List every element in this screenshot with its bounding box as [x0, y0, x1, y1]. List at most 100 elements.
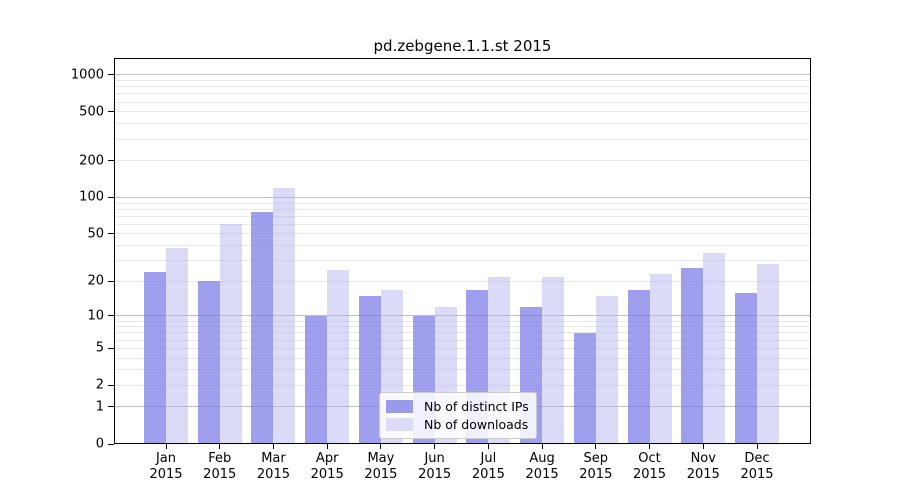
minor-gridline [115, 332, 810, 334]
x-tick-label-oct: Oct 2015 [632, 451, 667, 482]
x-tick-mark [541, 444, 543, 449]
minor-gridline [115, 86, 810, 88]
y-tick-mark [108, 196, 114, 198]
bar-distinct-ips-mar [251, 211, 274, 444]
y-tick-label: 20 [87, 273, 104, 289]
bar-downloads-jan [166, 248, 188, 444]
legend-swatch-downloads [386, 418, 413, 431]
x-tick-label-jul: Jul 2015 [471, 451, 505, 482]
minor-gridline [115, 245, 810, 247]
bar-distinct-ips-oct [627, 289, 650, 444]
x-tick-label-feb: Feb 2015 [203, 451, 237, 482]
bar-downloads-sep [595, 295, 618, 444]
minor-gridline [115, 233, 810, 235]
y-tick-mark [108, 315, 114, 317]
x-tick-mark [165, 444, 167, 449]
y-tick-mark [108, 111, 114, 113]
x-tick-label-jan: Jan 2015 [149, 451, 183, 482]
minor-gridline [115, 280, 810, 282]
x-tick-mark [380, 444, 382, 449]
x-tick-mark [702, 444, 704, 449]
y-tick-label: 500 [79, 104, 104, 120]
y-tick-label: 50 [87, 226, 104, 242]
chart-title: pd.zebgene.1.1.st 2015 [373, 37, 552, 55]
bar-distinct-ips-may [358, 295, 381, 444]
minor-gridline [115, 101, 810, 103]
x-tick-mark [326, 444, 328, 449]
bar-distinct-ips-dec [735, 292, 757, 444]
minor-gridline [115, 369, 810, 371]
minor-gridline [115, 123, 810, 125]
bar-distinct-ips-sep [573, 332, 596, 444]
minor-gridline [115, 111, 810, 113]
y-tick-label: 0 [95, 436, 104, 452]
x-tick-label-nov: Nov 2015 [686, 451, 720, 482]
y-tick-label: 1 [95, 399, 104, 415]
y-tick-mark [108, 406, 114, 408]
minor-gridline [115, 93, 810, 95]
x-tick-mark [649, 444, 651, 449]
x-tick-label-jun: Jun 2015 [418, 451, 452, 482]
bar-distinct-ips-nov [681, 267, 704, 444]
x-tick-mark [595, 444, 597, 449]
x-tick-label-may: May 2015 [364, 451, 398, 482]
legend: Nb of distinct IPs Nb of downloads [379, 392, 537, 439]
y-tick-mark [108, 347, 114, 349]
y-tick-mark [108, 233, 114, 235]
y-tick-mark [108, 443, 114, 445]
bar-downloads-dec [757, 264, 779, 444]
bar-downloads-feb [219, 223, 242, 444]
x-tick-label-apr: Apr 2015 [310, 451, 344, 482]
minor-gridline [115, 339, 810, 341]
x-tick-label-dec: Dec 2015 [740, 451, 774, 482]
minor-gridline [115, 357, 810, 359]
minor-gridline [115, 80, 810, 82]
bar-downloads-oct [649, 274, 672, 444]
minor-gridline [115, 384, 810, 386]
x-tick-mark [272, 444, 274, 449]
y-tick-label: 100 [79, 189, 104, 205]
minor-gridline [115, 260, 810, 262]
bar-downloads-mar [273, 187, 296, 444]
bar-distinct-ips-jan [144, 272, 166, 444]
bar-downloads-aug [542, 276, 565, 444]
major-gridline [115, 74, 810, 76]
legend-item-downloads: Nb of downloads [386, 416, 529, 433]
minor-gridline [115, 138, 810, 140]
x-tick-mark [219, 444, 221, 449]
major-gridline [115, 196, 810, 198]
minor-gridline [115, 326, 810, 328]
y-tick-label: 2 [95, 377, 104, 393]
bar-downloads-apr [327, 269, 350, 444]
minor-gridline [115, 215, 810, 217]
y-tick-label: 5 [95, 340, 104, 356]
y-tick-mark [108, 160, 114, 162]
legend-label-distinct-ips: Nb of distinct IPs [424, 399, 529, 414]
x-tick-mark [756, 444, 758, 449]
minor-gridline [115, 223, 810, 225]
x-tick-label-mar: Mar 2015 [256, 451, 290, 482]
legend-item-distinct-ips: Nb of distinct IPs [386, 398, 529, 415]
x-tick-label-aug: Aug 2015 [525, 451, 559, 482]
major-gridline [115, 315, 810, 317]
y-tick-mark [108, 280, 114, 282]
legend-label-downloads: Nb of downloads [424, 417, 529, 432]
legend-swatch-distinct-ips [386, 400, 413, 413]
x-tick-label-sep: Sep 2015 [579, 451, 613, 482]
minor-gridline [115, 320, 810, 322]
y-tick-label: 1000 [70, 67, 104, 83]
minor-gridline [115, 208, 810, 210]
x-tick-mark [487, 444, 489, 449]
minor-gridline [115, 202, 810, 204]
bar-distinct-ips-apr [305, 315, 328, 444]
bar-downloads-nov [703, 252, 726, 444]
bar-distinct-ips-feb [197, 281, 220, 444]
y-tick-mark [108, 74, 114, 76]
y-tick-label: 10 [87, 308, 104, 324]
x-tick-mark [434, 444, 436, 449]
y-tick-mark [108, 384, 114, 386]
minor-gridline [115, 160, 810, 162]
y-tick-label: 200 [79, 153, 104, 169]
minor-gridline [115, 347, 810, 349]
